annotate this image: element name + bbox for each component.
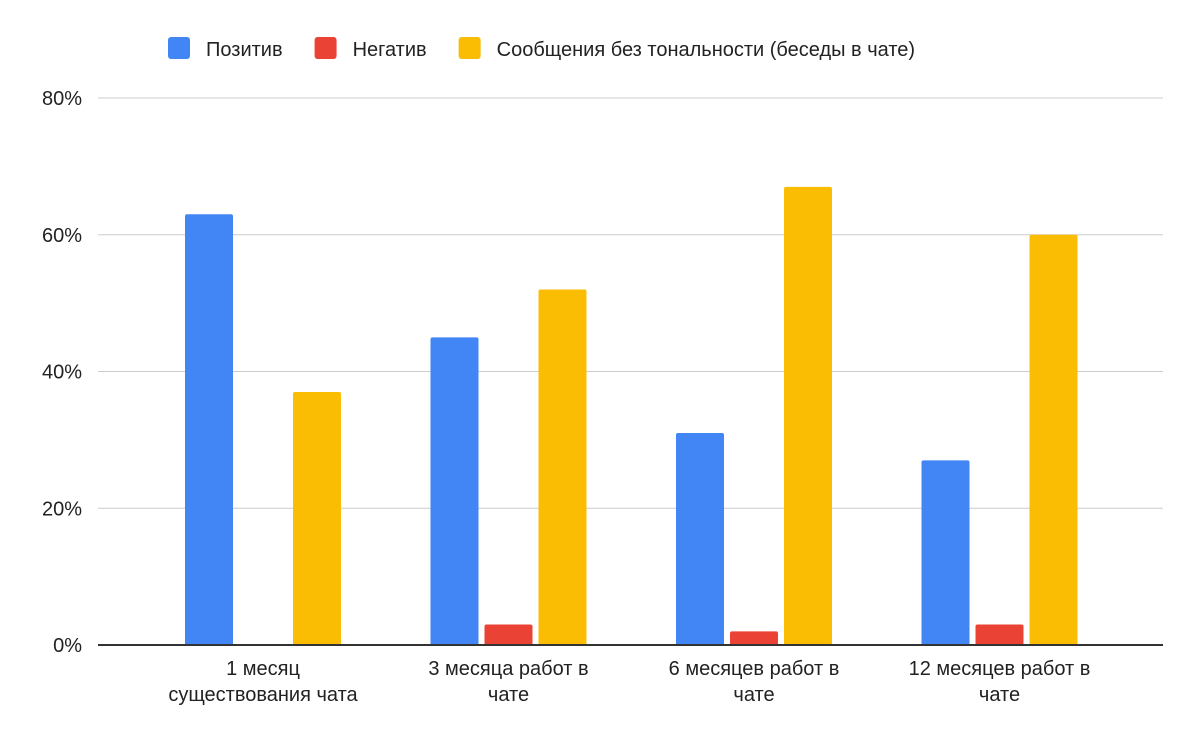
x-tick-label: 6 месяцев работ в — [669, 658, 840, 680]
x-tick-label: 12 месяцев работ в — [909, 658, 1091, 680]
x-tick-label: чате — [488, 684, 529, 706]
bar-3 — [293, 392, 341, 645]
bar-1 — [185, 214, 233, 646]
bar-3 — [538, 289, 587, 645]
legend-swatch — [168, 37, 190, 59]
legend-label: Сообщения без тональности (беседы в чате… — [497, 39, 915, 61]
y-tick-label: 80% — [42, 88, 82, 110]
legend-label: Негатив — [353, 39, 427, 61]
legend-label: Позитив — [206, 39, 283, 61]
bar-3 — [784, 186, 832, 645]
bar-1 — [921, 460, 970, 645]
bar-2 — [730, 631, 778, 645]
x-tick-label: 1 месяц — [226, 658, 300, 680]
legend-swatch — [314, 37, 337, 59]
legend-swatch — [458, 37, 481, 59]
x-tick-label: существования чата — [168, 684, 358, 706]
y-tick-label: 60% — [42, 225, 82, 247]
y-tick-label: 0% — [53, 635, 82, 657]
bar-2 — [484, 624, 533, 645]
bar-1 — [430, 337, 479, 645]
x-tick-label: 3 месяца работ в — [428, 658, 588, 680]
y-tick-label: 40% — [42, 362, 82, 384]
y-tick-label: 20% — [42, 498, 82, 520]
bar-3 — [1029, 234, 1078, 645]
bar-2 — [975, 624, 1024, 645]
x-tick-label: чате — [733, 684, 774, 706]
bar-1 — [676, 433, 724, 645]
x-tick-label: чате — [979, 684, 1020, 706]
